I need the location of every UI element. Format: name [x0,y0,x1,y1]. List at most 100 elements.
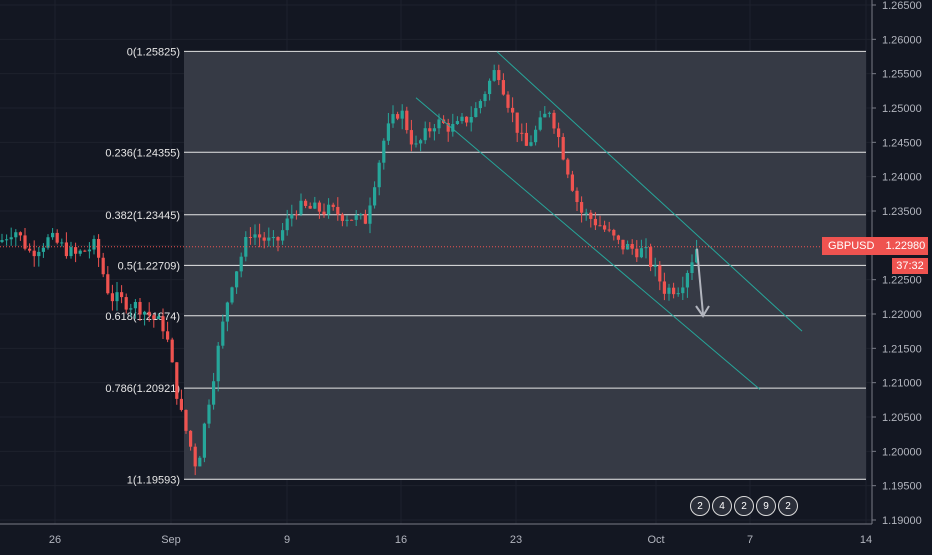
price-tick-label: 1.19000 [882,515,922,527]
candle-body [538,117,542,130]
candle-body [400,110,404,119]
candle-body [552,112,556,129]
candle-body [170,339,174,363]
price-tick-label: 1.22000 [882,309,922,321]
candles [0,64,699,476]
candle-body [437,119,441,129]
price-tick-label: 1.22500 [882,275,922,287]
candle-body [193,446,197,467]
candle-body [313,202,317,209]
candle-body [258,234,262,238]
candle-body [253,234,257,238]
candle-body [350,219,354,221]
candle-body [23,235,27,249]
event-badge[interactable]: 9 [756,496,776,516]
candle-body [561,137,565,160]
candle-body [32,250,36,257]
candle-body [216,345,220,382]
candle-body [584,212,588,214]
trend-channel[interactable] [415,51,803,390]
candle-body [432,128,436,132]
candle-body [681,287,685,294]
time-tick-label: 26 [49,534,61,546]
candle-body [644,247,648,249]
candle-body [14,232,18,238]
time-tick-label: 14 [860,534,872,546]
candle-body [639,248,643,258]
candle-body [304,200,308,206]
candle-body [566,159,570,175]
candle-body [676,293,680,295]
candle-body [488,80,492,95]
candle-body [285,218,289,231]
candle-body [212,381,216,405]
time-tick-label: 16 [395,534,407,546]
fib-level-label: 0.236(1.24355) [105,147,180,159]
candle-body [299,200,303,215]
candle-body [294,214,298,216]
candle-body [74,247,78,254]
time-tick-label: Sep [161,534,181,546]
event-badge[interactable]: 2 [734,496,754,516]
candle-body [690,262,694,274]
candle-body [354,215,358,220]
candle-body [391,114,395,124]
candle-body [414,143,418,145]
event-badge[interactable]: 4 [712,496,732,516]
fib-zone [184,52,866,480]
fib-level-label: 0.618(1.21974) [105,311,180,323]
price-tick-label: 1.25000 [882,103,922,115]
candle-body [653,265,657,267]
candle-body [110,293,114,302]
time-tick-label: 7 [747,534,753,546]
candle-body [515,112,519,133]
candle-body [501,80,505,95]
candle-body [511,107,515,113]
time-axis-panel[interactable] [0,524,872,550]
candle-body [368,205,372,224]
candle-body [189,430,193,447]
candle-body [593,218,597,226]
candle-body [469,117,473,123]
candle-body [612,229,616,236]
time-tick-label: 9 [284,534,290,546]
candle-body [534,129,538,143]
annotations [0,246,872,318]
candle-body [621,239,625,250]
candle-body [18,232,22,236]
candle-body [520,132,524,134]
event-badge[interactable]: 2 [690,496,710,516]
bar-countdown: 37:32 [892,258,928,274]
candle-body [377,162,381,188]
candle-body [92,238,96,250]
fib-level-label: 0.382(1.23445) [105,210,180,222]
candle-body [87,249,91,252]
candle-body [152,315,156,319]
candle-body [322,211,326,215]
candle-body [460,116,464,122]
candle-body [635,248,639,258]
candle-body [386,123,390,141]
price-tick-label: 1.20500 [882,412,922,424]
time-axis[interactable]: 26 Sep 9 16 23 Oct 7 14 [49,534,872,546]
candle-body [106,274,110,294]
candle-body [64,242,68,257]
candle-body [221,321,225,346]
candle-body [184,409,188,431]
candle-body [557,128,561,138]
candle-body [667,287,671,294]
candle-body [244,237,248,257]
symbol-label: GBPUSD [828,240,875,252]
candle-body [662,281,666,294]
candle-body [331,204,335,207]
candle-body [589,212,593,219]
candle-body [373,187,377,206]
channel-upper-line [496,51,803,332]
forecast-arrowhead [695,305,710,318]
price-tick-label: 1.26500 [882,0,922,12]
event-badge[interactable]: 2 [778,496,798,516]
candle-body [207,404,211,424]
